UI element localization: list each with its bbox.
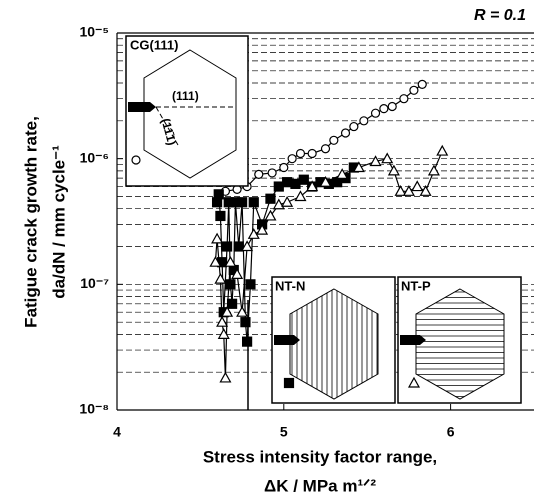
x-tick-label: 4	[113, 424, 121, 440]
triangle-marker	[336, 168, 349, 179]
y-tick-label: 10⁻⁷	[80, 275, 109, 291]
y-tick-label: 10⁻⁸	[79, 401, 109, 417]
circle-marker	[409, 85, 419, 95]
square-marker	[213, 189, 224, 200]
triangle-marker	[394, 185, 407, 196]
hexagon	[143, 49, 237, 179]
inset-nt-n: NT-N	[271, 276, 396, 404]
square-marker	[248, 197, 259, 208]
circle-marker	[359, 116, 369, 126]
square-marker	[225, 279, 236, 290]
square-marker	[242, 336, 253, 347]
square-marker	[332, 177, 343, 188]
triangle-marker	[402, 185, 415, 196]
triangle-marker	[256, 223, 269, 235]
square-marker	[233, 241, 244, 252]
legend-label: CG(111)	[130, 37, 178, 52]
y-tick-label: 10⁻⁶	[80, 149, 109, 165]
x-tick-label: 5	[280, 424, 288, 440]
legend-marks	[131, 155, 421, 389]
square-marker	[265, 193, 276, 204]
circle-marker	[399, 94, 409, 104]
legend-label: NT-N	[275, 278, 305, 293]
circle-marker	[320, 144, 331, 154]
triangle-marker	[236, 305, 249, 317]
triangle-marker	[217, 328, 230, 339]
legend-label: NT-P	[401, 278, 431, 293]
triangle-marker	[272, 198, 285, 210]
triangle-marker	[211, 232, 224, 244]
plane-label: (11̄1)	[158, 117, 179, 147]
triangle-marker	[306, 180, 319, 192]
inset-cg: (111) (11̄1) CG(111)	[125, 35, 249, 187]
triangle-marker	[427, 164, 440, 176]
plane-line	[155, 106, 179, 146]
circle-marker	[279, 162, 289, 173]
hatching	[416, 291, 504, 397]
triangle-marker	[319, 175, 332, 187]
square-marker	[298, 174, 309, 185]
circle-marker	[349, 121, 359, 132]
circle-marker	[307, 148, 317, 159]
circle-marker	[254, 169, 264, 179]
plot-series	[209, 79, 449, 383]
square-marker	[237, 197, 248, 208]
triangle-marker	[369, 155, 382, 167]
inset-nt-p: NT-P	[397, 276, 522, 404]
square-marker	[273, 181, 284, 192]
square-marker	[245, 279, 256, 290]
triangle-marker	[407, 376, 421, 388]
x-axis-title: Stress intensity factor range,	[203, 447, 437, 466]
y-axis-title: Fatigue crack growth rate,	[21, 116, 40, 328]
triangle-marker	[241, 240, 254, 252]
triangle-marker	[224, 255, 237, 267]
triangle-marker	[281, 196, 294, 207]
triangle-marker	[264, 209, 277, 221]
triangle-marker	[219, 371, 232, 383]
triangle-marker	[381, 152, 394, 164]
circle-marker	[379, 104, 389, 114]
circle-marker	[295, 148, 306, 159]
square-marker	[290, 178, 301, 189]
triangle-marker	[221, 305, 234, 317]
x-tick-label: 6	[447, 424, 455, 440]
annotation: R = 0.1	[474, 7, 526, 24]
circle-marker	[340, 128, 351, 138]
triangle-marker	[436, 144, 449, 156]
notch	[274, 335, 300, 345]
triangle-marker	[419, 185, 432, 196]
notch	[400, 335, 426, 345]
triangle-marker	[247, 228, 260, 239]
circle-marker	[131, 155, 141, 165]
notch	[128, 102, 156, 112]
triangle-marker	[214, 272, 227, 284]
square-marker	[240, 317, 251, 328]
circle-marker	[417, 79, 427, 89]
square-marker	[226, 298, 238, 309]
circle-marker	[387, 101, 397, 112]
triangle-marker	[387, 164, 400, 176]
square-marker	[282, 177, 293, 188]
triangle-marker	[216, 315, 229, 327]
circle-marker	[370, 108, 381, 118]
circle-marker	[287, 154, 297, 164]
triangle-marker	[231, 268, 244, 279]
triangle-marker	[294, 190, 307, 202]
plane-label: (111)	[172, 89, 199, 103]
square-marker	[221, 241, 233, 252]
y-tick-label: 10⁻⁵	[79, 24, 109, 40]
triangle-marker	[411, 180, 424, 192]
y-axis-title: da/dN / mm cycle⁻¹	[49, 145, 68, 299]
triangle-marker	[352, 161, 365, 173]
triangle-marker	[209, 255, 222, 267]
circle-marker	[329, 135, 339, 145]
x-axis-title: ΔK / MPa m¹ᐟ²	[264, 476, 376, 495]
square-marker	[283, 377, 295, 389]
circle-marker	[267, 168, 277, 178]
square-marker	[215, 210, 226, 222]
